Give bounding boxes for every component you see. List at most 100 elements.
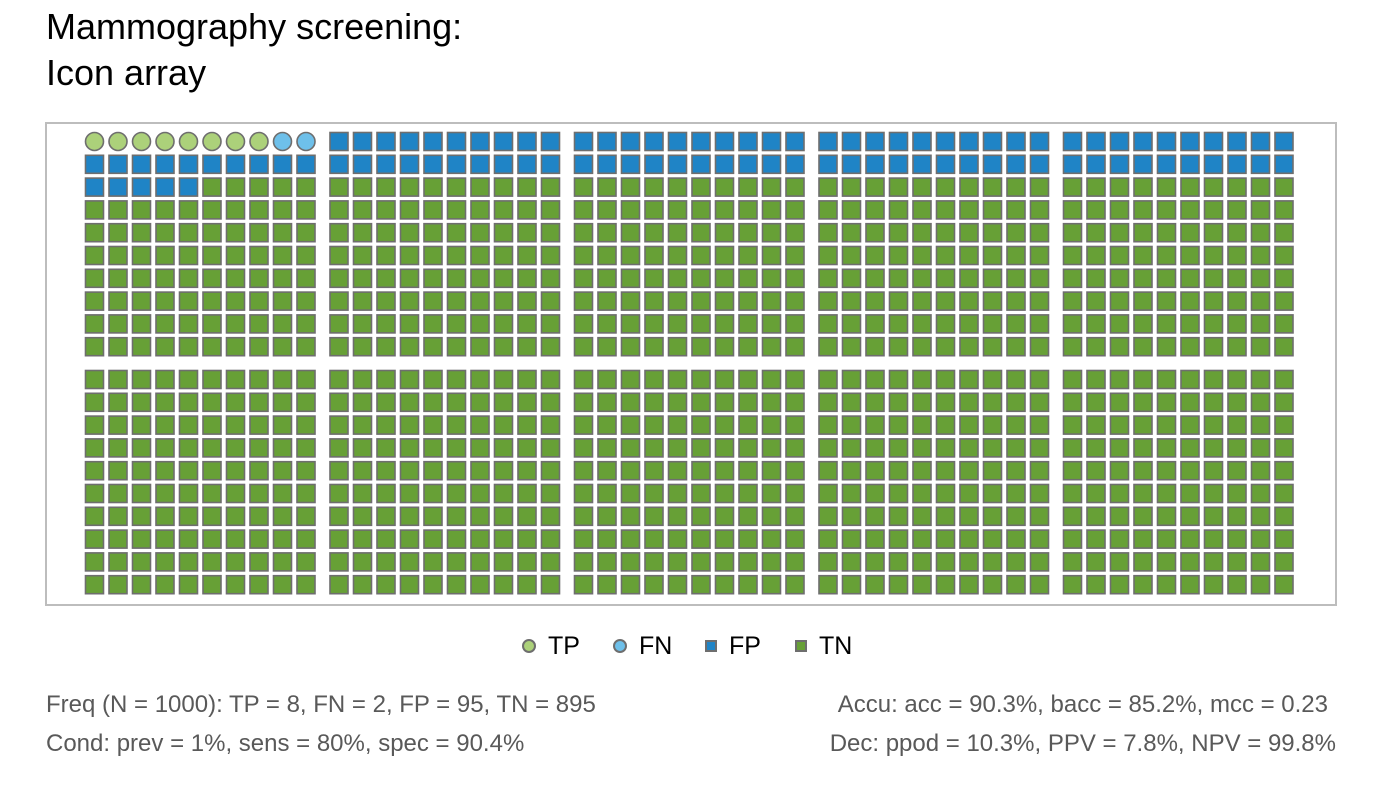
icon-tn <box>202 574 222 595</box>
icon-tn <box>691 552 711 572</box>
icon-tn <box>1029 415 1050 435</box>
icon-tn <box>1086 438 1106 458</box>
icon-tn <box>667 415 688 435</box>
icon-tn <box>714 369 735 390</box>
icon-tn <box>1180 483 1200 504</box>
icon-fp <box>1133 154 1153 175</box>
icon-tn <box>667 177 688 197</box>
icon-tn <box>155 291 175 311</box>
icon-tn <box>912 392 932 413</box>
icon-tn <box>865 177 885 197</box>
icon-tn <box>785 460 805 481</box>
icon-tn <box>470 483 490 504</box>
icon-fp <box>376 154 396 175</box>
icon-tn <box>888 460 909 481</box>
icon-tn <box>597 245 617 266</box>
icon-tn <box>493 245 514 266</box>
icon-tn <box>1062 483 1083 504</box>
icon-tn <box>1029 552 1050 572</box>
icon-tn <box>202 369 222 390</box>
icon-tn <box>155 268 175 289</box>
icon-tn <box>249 245 269 266</box>
icon-tn <box>888 574 909 595</box>
icon-tn <box>1006 291 1026 311</box>
icon-tn <box>517 415 537 435</box>
icon-tn <box>865 200 885 220</box>
icon-tn <box>912 438 932 458</box>
icon-tn <box>667 336 688 357</box>
icon-tn <box>84 336 105 357</box>
icon-tn <box>225 245 246 266</box>
icon-fp <box>178 154 199 175</box>
icon-fp <box>540 131 561 152</box>
icon-tn <box>573 483 594 504</box>
icon-tn <box>1274 268 1294 289</box>
icon-tn <box>865 222 885 243</box>
icon-tn <box>1006 369 1026 390</box>
icon-tn <box>1029 177 1050 197</box>
icon-tn <box>714 268 735 289</box>
icon-tn <box>1156 415 1177 435</box>
icon-tn <box>785 415 805 435</box>
icon-tn <box>1250 483 1271 504</box>
icon-tn <box>84 506 105 527</box>
icon-tn <box>1029 506 1050 527</box>
icon-tn <box>912 529 932 549</box>
icon-tn <box>1156 369 1177 390</box>
icon-tn <box>982 529 1003 549</box>
icon-tn <box>225 438 246 458</box>
icon-tn <box>912 177 932 197</box>
icon-tn <box>1250 177 1271 197</box>
icon-tn <box>1156 200 1177 220</box>
icon-tn <box>352 200 373 220</box>
icon-fp <box>540 154 561 175</box>
icon-tn <box>540 222 561 243</box>
icon-tn <box>1156 177 1177 197</box>
icon-tn <box>249 415 269 435</box>
icon-tn <box>785 222 805 243</box>
icon-tn <box>272 200 293 220</box>
icon-tn <box>1180 291 1200 311</box>
icon-tn <box>714 506 735 527</box>
icon-tn <box>1180 200 1200 220</box>
icon-tn <box>1203 415 1224 435</box>
icon-tn <box>714 200 735 220</box>
icon-tn <box>1203 336 1224 357</box>
icon-fp <box>691 154 711 175</box>
icon-fp <box>1062 154 1083 175</box>
icon-tn <box>714 552 735 572</box>
icon-tn <box>1109 314 1130 334</box>
icon-tn <box>1274 529 1294 549</box>
icon-fp <box>329 131 349 152</box>
icon-tn <box>272 222 293 243</box>
legend-tp-label: TP <box>548 631 580 660</box>
icon-fp <box>1250 131 1271 152</box>
icon-fp <box>1006 154 1026 175</box>
icon-tn <box>1086 245 1106 266</box>
icon-tn <box>399 177 420 197</box>
icon-tn <box>761 268 782 289</box>
icon-tn <box>446 336 467 357</box>
icon-fp <box>1203 154 1224 175</box>
icon-tn <box>178 506 199 527</box>
icon-tn <box>1203 506 1224 527</box>
icon-tn <box>202 529 222 549</box>
icon-fp <box>1250 154 1271 175</box>
icon-tn <box>1180 245 1200 266</box>
icon-tn <box>249 438 269 458</box>
icon-tn <box>1180 438 1200 458</box>
icon-tn <box>399 268 420 289</box>
icon-tn <box>691 222 711 243</box>
icon-fp <box>423 131 443 152</box>
icon-tn <box>1156 245 1177 266</box>
icon-fp <box>493 154 514 175</box>
icon-fp <box>1133 131 1153 152</box>
icon-tn <box>841 245 862 266</box>
icon-fp <box>84 154 105 175</box>
icon-tn <box>982 438 1003 458</box>
icon-tn <box>1062 552 1083 572</box>
icon-tn <box>785 200 805 220</box>
icon-fp <box>1086 131 1106 152</box>
icon-tn <box>131 268 152 289</box>
icon-tn <box>517 222 537 243</box>
